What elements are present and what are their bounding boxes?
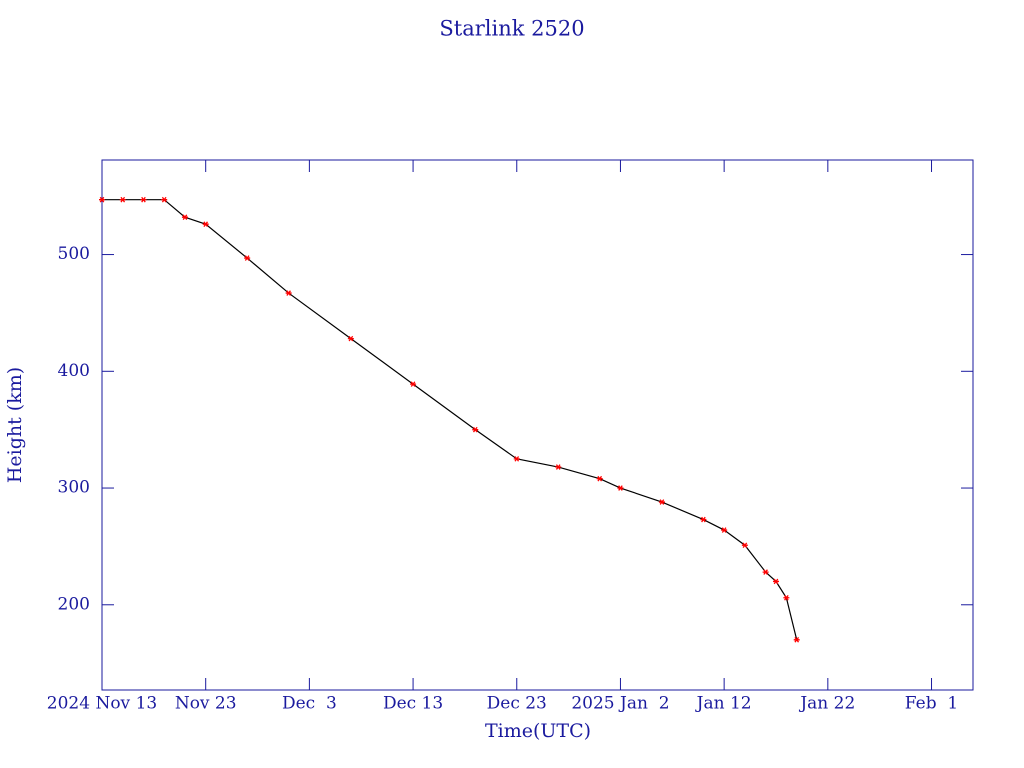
data-point bbox=[472, 426, 479, 433]
x-tick-label: 2024 Nov 13 bbox=[47, 694, 157, 714]
chart-title: Starlink 2520 bbox=[439, 17, 584, 41]
x-axis-label: Time(UTC) bbox=[485, 720, 591, 742]
x-tick-label: 2025 Jan 2 bbox=[571, 694, 669, 714]
data-point bbox=[700, 516, 707, 523]
data-point bbox=[410, 381, 417, 387]
data-point bbox=[99, 196, 105, 203]
x-tick-label: Jan 22 bbox=[798, 694, 855, 714]
x-tick-label: Feb 1 bbox=[905, 694, 958, 714]
data-point bbox=[793, 637, 800, 643]
data-point bbox=[721, 527, 728, 533]
data-point bbox=[119, 196, 126, 203]
data-point bbox=[202, 221, 209, 227]
data-point bbox=[658, 499, 665, 505]
data-point bbox=[617, 485, 624, 491]
x-tick-label: Dec 23 bbox=[487, 694, 547, 714]
data-point bbox=[140, 196, 147, 203]
data-point bbox=[555, 464, 562, 470]
data-point bbox=[762, 569, 769, 575]
x-tick-label: Jan 12 bbox=[695, 694, 752, 714]
series-line bbox=[102, 199, 798, 640]
y-tick-label: 200 bbox=[58, 594, 90, 614]
data-point bbox=[244, 255, 251, 261]
y-tick-label: 500 bbox=[58, 244, 90, 264]
plot-frame bbox=[101, 159, 974, 691]
x-tick-label: Dec 13 bbox=[383, 694, 443, 714]
data-point bbox=[741, 542, 748, 549]
y-axis-label: Height (km) bbox=[4, 367, 26, 483]
data-point bbox=[347, 335, 354, 342]
data-point bbox=[596, 475, 603, 482]
data-point bbox=[161, 196, 168, 203]
data-point bbox=[181, 214, 188, 220]
data-point bbox=[285, 290, 292, 296]
y-tick-label: 300 bbox=[58, 478, 90, 498]
data-point bbox=[772, 578, 779, 585]
y-tick-label: 400 bbox=[58, 361, 90, 381]
x-tick-label: Nov 23 bbox=[175, 694, 237, 714]
data-point bbox=[513, 456, 520, 462]
data-point bbox=[783, 594, 790, 601]
x-tick-label: Dec 3 bbox=[282, 694, 337, 714]
